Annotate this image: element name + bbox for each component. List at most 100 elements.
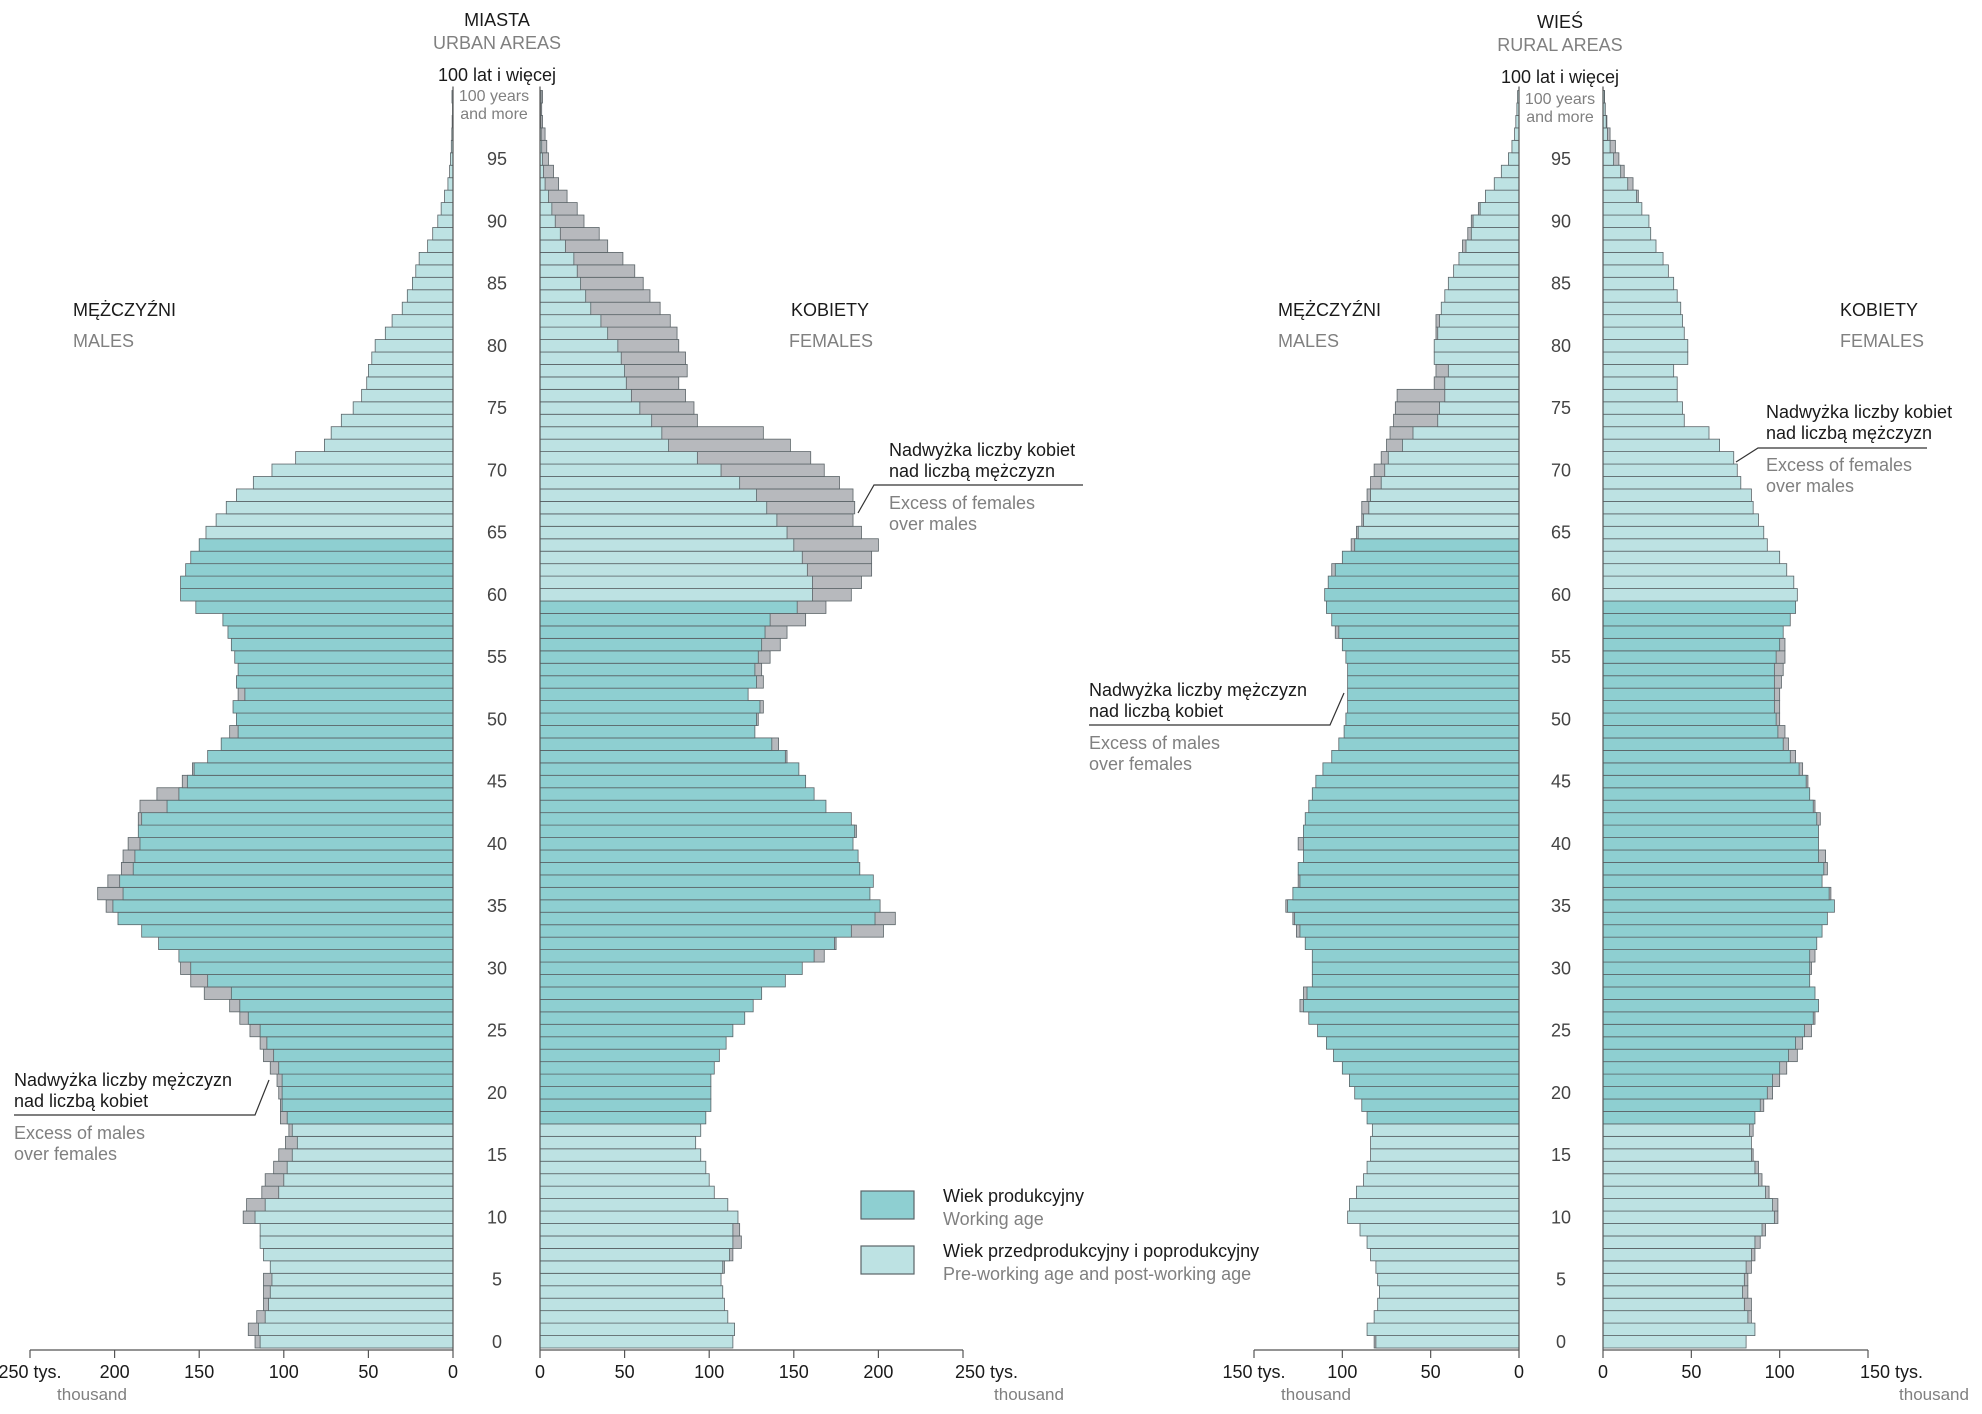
urban-age-tick-label: 80 [487, 336, 507, 356]
urban-males-label-pl: MĘŻCZYŹNI [73, 300, 176, 320]
rural-female-bar [1602, 637, 1781, 652]
urban-male-bar [447, 177, 454, 191]
rural-male-bar [1303, 999, 1520, 1013]
rural-age-tick-label: 30 [1551, 958, 1571, 978]
urban-male-bar [440, 202, 454, 216]
rural-male-bar [1331, 750, 1520, 764]
urban-male-bar [281, 1086, 454, 1100]
urban-male-x-tick-label: 50 [358, 1362, 378, 1382]
urban-female-bar [539, 600, 798, 614]
urban-female-bar [539, 1098, 712, 1112]
rural-male-bar [1311, 949, 1520, 963]
urban-female-bar [539, 563, 808, 577]
rural-female-bar [1602, 276, 1675, 291]
urban-male-bar [185, 563, 454, 577]
annotation-line: Excess of females [889, 493, 1035, 513]
urban-male-bar [374, 339, 454, 353]
rural-male-bar [1447, 364, 1520, 378]
urban-male-bar [141, 924, 454, 938]
urban-age-tick-label: 65 [487, 523, 507, 543]
rural-female-bar [1602, 725, 1779, 739]
urban-female-bar [539, 264, 578, 278]
urban-male-bar [158, 936, 454, 951]
urban-male-bar [273, 1048, 454, 1063]
urban-female-bar [539, 1248, 730, 1262]
rural-male-bar [1472, 214, 1520, 228]
urban-female-bar [539, 974, 786, 988]
rural-male-bar [1380, 476, 1520, 490]
urban-female-bar [539, 1185, 715, 1200]
rural-female-bar [1602, 812, 1818, 826]
urban-female-bar [539, 538, 795, 552]
urban-female-bar [539, 426, 663, 440]
urban-female-x-tick-label: 0 [535, 1362, 545, 1382]
rural-male-x-tick-label: 0 [1514, 1362, 1524, 1382]
urban-male-bar [239, 999, 454, 1013]
urban-female-bar [539, 251, 575, 266]
rural-male-bar [1470, 227, 1520, 241]
rural-female-bar [1602, 687, 1775, 702]
rural-female-bar [1602, 575, 1795, 589]
rural-female-bar [1602, 949, 1811, 963]
rural-male-bar [1297, 862, 1520, 876]
rural-female-bar [1602, 986, 1816, 1000]
rural-male-bar [1345, 712, 1520, 726]
urban-male-bar [252, 476, 454, 490]
annotation-line: Excess of males [14, 1123, 145, 1143]
rural-male-bar [1433, 351, 1520, 365]
urban-title-en: URBAN AREAS [433, 33, 561, 53]
urban-male-bar [258, 1322, 454, 1336]
rural-male-bar [1338, 625, 1520, 639]
rural-female-bar [1602, 214, 1650, 228]
rural-age-tick-label: 0 [1556, 1332, 1566, 1352]
rural-female-x-tick-label: 0 [1598, 1362, 1608, 1382]
urban-female-bar [539, 1210, 739, 1224]
urban-male-bar [180, 575, 454, 589]
rural-male-bar [1485, 189, 1520, 203]
urban-female-bar [539, 488, 757, 502]
rural-female-bar [1602, 513, 1759, 527]
urban-male-bar [141, 812, 454, 826]
urban-male-bar [296, 1135, 454, 1150]
rural-female-bar [1602, 177, 1629, 191]
urban-age-tick-label: 95 [487, 149, 507, 169]
rural-male-bar [1347, 1210, 1520, 1224]
rural-male-bar [1440, 301, 1520, 316]
rural-female-bar [1602, 862, 1825, 876]
urban-female-bar [539, 1223, 734, 1237]
urban-male-bar [132, 862, 454, 876]
urban-male-bar [361, 388, 454, 403]
rural-female-bar [1602, 326, 1685, 340]
rural-male-x-tick-label: 50 [1421, 1362, 1441, 1382]
urban-male-bar [254, 1210, 454, 1224]
urban-male-bar [205, 525, 454, 540]
urban-male-bar [264, 1198, 454, 1212]
rural-female-bar [1602, 974, 1811, 988]
urban-male-bar [190, 550, 454, 565]
rural-male-bar [1306, 986, 1520, 1000]
rural-age-tick-label: 45 [1551, 772, 1571, 792]
rural-female-bar [1602, 301, 1682, 316]
urban-male-bar [330, 426, 454, 440]
rural-male-bar [1437, 413, 1520, 428]
urban-male-bar [207, 750, 454, 764]
rural-male-bar [1311, 787, 1520, 801]
rural-male-bar [1433, 339, 1520, 353]
urban-male-bar [291, 1123, 454, 1137]
urban-age-tick-label: 70 [487, 460, 507, 480]
urban-female-bar [539, 1023, 734, 1038]
rural-female-bar [1602, 289, 1678, 303]
urban-female-bar [539, 326, 609, 340]
urban-male-bar [278, 1061, 454, 1075]
urban-female-bar [539, 911, 876, 926]
rural-male-unit-label: thousand [1281, 1385, 1351, 1404]
rural-male-bar [1444, 289, 1520, 303]
rural-female-bar [1602, 388, 1678, 403]
urban-female-bar [539, 762, 800, 776]
urban-female-bar [539, 824, 856, 838]
urban-female-bar [539, 476, 741, 490]
urban-male-bar [225, 500, 454, 515]
urban-female-bar [539, 662, 756, 677]
rural-male-bar [1366, 1160, 1520, 1175]
